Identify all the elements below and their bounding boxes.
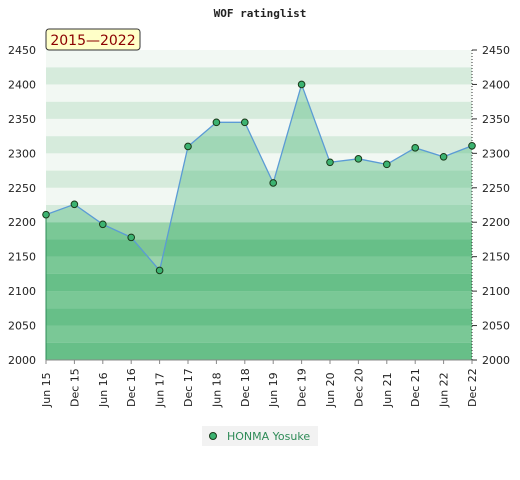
data-point (99, 220, 107, 229)
x-tick-label: Dec 16 (125, 368, 138, 407)
x-tick-label: Dec 18 (239, 368, 252, 407)
y-tick-label-left: 2200 (8, 216, 36, 229)
series-area (46, 84, 472, 360)
y-tick-label-right: 2300 (482, 147, 510, 160)
data-point (127, 233, 135, 242)
legend: HONMA Yosuke (202, 426, 318, 446)
y-tick-label-right: 2400 (482, 78, 510, 91)
range-box: 2015—2022 (45, 28, 141, 51)
data-point (439, 152, 448, 161)
x-tick-label: Dec 15 (68, 368, 81, 407)
y-tick-label-right: 2250 (482, 182, 510, 195)
x-tick-label: Dec 22 (466, 368, 479, 407)
x-tick-label: Jun 22 (438, 372, 451, 408)
data-point (354, 155, 363, 163)
chart-title: WOF ratinglist (214, 7, 307, 20)
band (46, 153, 472, 171)
y-tick-label-right: 2450 (482, 44, 510, 57)
background-bands (46, 50, 472, 360)
area-layer (45, 82, 473, 360)
band (46, 50, 472, 68)
band (46, 308, 472, 326)
axes: 2000 2000 2050 2050 2100 2100 2150 2150 2200 2200… (8, 44, 510, 408)
y-tick-label-left: 2050 (8, 320, 36, 333)
y-tick-label-right: 2100 (482, 285, 510, 298)
x-tick-label: Jun 19 (267, 372, 280, 408)
band (46, 136, 472, 154)
y-tick-label-left: 2250 (8, 182, 36, 195)
y-tick-label-left: 2150 (8, 251, 36, 264)
x-tick-label: Jun 15 (40, 372, 53, 408)
data-point (42, 210, 50, 219)
y-tick-label-right: 2150 (482, 251, 510, 264)
y-tick-label-left: 2300 (8, 147, 36, 160)
band (46, 342, 472, 360)
data-point (212, 118, 221, 127)
data-point (70, 200, 79, 209)
y-tick-label-right: 2350 (482, 113, 510, 126)
band (46, 273, 472, 292)
data-point (383, 160, 391, 169)
y-tick-label-left: 2350 (8, 113, 36, 126)
data-point (184, 142, 192, 151)
y-tick-label-right: 2200 (482, 216, 510, 229)
x-tick-label: Jun 17 (154, 372, 167, 408)
data-point (411, 144, 420, 152)
range-label: 2015—2022 (50, 33, 135, 49)
band (46, 205, 472, 223)
data-point (297, 80, 306, 89)
x-tick-label: Dec 21 (409, 368, 422, 407)
points-layer (42, 80, 476, 275)
legend-box (202, 426, 318, 446)
x-tick-label: Jun 20 (324, 372, 337, 408)
band (46, 84, 472, 102)
band (46, 239, 472, 257)
x-tick-label: Jun 21 (381, 372, 394, 408)
x-tick-label: Dec 20 (352, 368, 365, 407)
y-tick-label-left: 2450 (8, 44, 36, 57)
x-tick-label: Jun 16 (97, 372, 110, 408)
band (46, 325, 472, 343)
x-tick-label: Jun 18 (210, 372, 223, 408)
data-point (155, 266, 164, 275)
x-tick-label: Dec 19 (296, 368, 309, 407)
band (46, 187, 472, 205)
band (46, 291, 472, 309)
legend-marker (209, 432, 217, 440)
x-tick-label: Dec 17 (182, 368, 195, 407)
range-label-box (45, 28, 141, 51)
band (46, 67, 472, 85)
y-tick-label-left: 2400 (8, 78, 36, 91)
data-point (269, 179, 278, 187)
band (46, 170, 472, 188)
series-line (45, 82, 473, 272)
y-tick-label-left: 2100 (8, 285, 36, 298)
band (46, 118, 472, 137)
band (46, 256, 472, 274)
legend-series-name: HONMA Yosuke (227, 430, 310, 443)
data-point (326, 158, 334, 167)
band (46, 222, 472, 240)
band (46, 101, 472, 119)
y-tick-label-right: 2000 (482, 354, 510, 367)
y-tick-label-left: 2000 (8, 354, 36, 367)
y-tick-label-right: 2050 (482, 320, 510, 333)
data-point (468, 141, 476, 150)
data-point (241, 118, 249, 127)
